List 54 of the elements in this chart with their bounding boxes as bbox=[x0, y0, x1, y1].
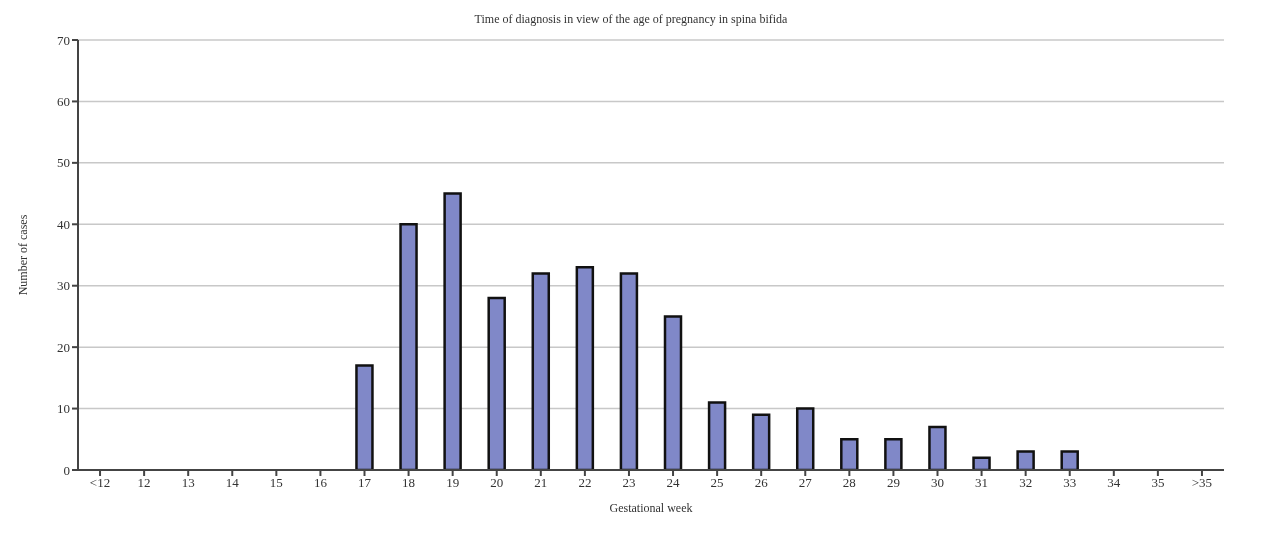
bar bbox=[795, 407, 815, 470]
y-axis-title: Number of cases bbox=[16, 214, 31, 296]
x-tick-label: 24 bbox=[666, 475, 681, 491]
bar bbox=[399, 223, 418, 470]
chart-title: Time of diagnosis in view of the age of pregnancy in spina bifida bbox=[473, 11, 789, 28]
y-tick-label: 10 bbox=[57, 401, 70, 417]
y-tick-label: 40 bbox=[57, 216, 70, 232]
x-axis-title: Gestational week bbox=[609, 501, 693, 515]
bar bbox=[707, 401, 727, 470]
x-tick-label: 22 bbox=[578, 475, 592, 491]
bar bbox=[972, 456, 991, 470]
x-tick-label: 19 bbox=[446, 475, 460, 491]
x-tick-label: 30 bbox=[931, 475, 944, 491]
y-tick-label: 50 bbox=[57, 155, 70, 171]
y-tick-label: 20 bbox=[57, 339, 70, 355]
x-tick-label: 34 bbox=[1107, 475, 1121, 491]
x-tick-label: 29 bbox=[886, 475, 900, 491]
x-tick-label: 12 bbox=[137, 475, 151, 491]
x-tick-label: 23 bbox=[622, 475, 636, 491]
x-tick-label: 28 bbox=[842, 475, 856, 491]
y-tick-label: 70 bbox=[57, 32, 70, 48]
bar bbox=[443, 192, 462, 470]
x-tick-label: 13 bbox=[181, 475, 195, 491]
x-tick-label: 27 bbox=[798, 475, 813, 491]
x-tick-label: 25 bbox=[710, 475, 724, 491]
x-tick-label: 16 bbox=[313, 475, 328, 491]
x-tick-label: 20 bbox=[490, 475, 504, 491]
bar bbox=[575, 266, 595, 470]
x-tick-label: 33 bbox=[1063, 475, 1077, 491]
bar bbox=[1060, 450, 1079, 470]
bar bbox=[355, 364, 374, 470]
bar bbox=[487, 296, 506, 470]
bar bbox=[619, 272, 639, 470]
x-tick-label: 32 bbox=[1019, 475, 1033, 491]
bar bbox=[840, 438, 859, 470]
y-tick-label: 0 bbox=[63, 462, 70, 478]
x-tick-label: 14 bbox=[225, 475, 240, 491]
x-tick-label: 17 bbox=[358, 475, 372, 491]
bar bbox=[531, 272, 551, 470]
y-tick-label: 60 bbox=[57, 94, 70, 110]
y-tick-label: 30 bbox=[57, 278, 70, 294]
x-tick-label: 15 bbox=[269, 475, 283, 491]
x-tick-label: 31 bbox=[975, 475, 989, 491]
bar bbox=[663, 315, 683, 470]
x-tick-label: >35 bbox=[1191, 475, 1213, 491]
x-tick-label: 18 bbox=[402, 475, 416, 491]
bar bbox=[751, 413, 771, 470]
x-tick-label: 26 bbox=[754, 475, 769, 491]
x-tick-label: 21 bbox=[534, 475, 548, 491]
bar bbox=[1016, 450, 1035, 470]
bar bbox=[884, 438, 903, 470]
x-tick-label: 35 bbox=[1151, 475, 1165, 491]
x-tick-label: <12 bbox=[89, 475, 111, 491]
bar bbox=[928, 425, 947, 470]
